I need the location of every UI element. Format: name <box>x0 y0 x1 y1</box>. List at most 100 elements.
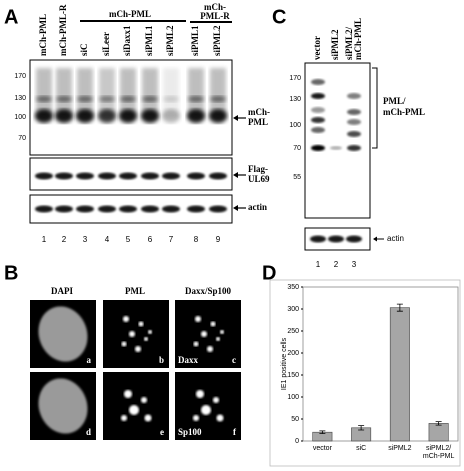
blot-smear <box>99 68 115 118</box>
lane-number: 1 <box>316 260 321 269</box>
blot-label: UL69 <box>248 174 270 184</box>
error-bar <box>319 430 326 434</box>
error-bar <box>396 303 403 312</box>
blot-band <box>76 205 94 213</box>
nuclear-body <box>144 414 152 422</box>
blot-band <box>141 109 159 123</box>
blot-smear <box>77 68 93 118</box>
arrow-head <box>233 172 238 178</box>
nuclear-body <box>129 405 139 415</box>
lane-number: 7 <box>169 235 174 244</box>
nuclear-body <box>201 331 207 337</box>
blot-band <box>187 109 205 123</box>
blot-band <box>328 235 344 243</box>
panel-label: B <box>4 262 18 284</box>
blot-band <box>311 127 325 133</box>
mw-marker: 130 <box>289 96 301 103</box>
panel-letter: b <box>159 355 164 365</box>
blot-smear <box>188 68 204 118</box>
y-tick-label: 0 <box>295 438 299 445</box>
blot-smear <box>36 68 52 118</box>
blot-band <box>210 96 226 102</box>
nuclear-body <box>220 330 224 334</box>
column-header: Daxx/Sp100 <box>185 286 232 296</box>
bracket <box>372 67 378 149</box>
blot-band <box>347 131 361 137</box>
nuclear-body <box>207 346 213 352</box>
nuclear-body <box>124 390 132 398</box>
y-tick-label: 200 <box>287 350 299 357</box>
lane-number: 1 <box>42 235 47 244</box>
plot-area <box>302 286 459 442</box>
group-label: mCh- <box>204 2 226 12</box>
column-header: PML <box>125 286 145 296</box>
blot-band <box>36 96 52 102</box>
blot-band <box>99 96 115 102</box>
group-label: mCh-PML <box>109 9 151 19</box>
lane-number: 3 <box>352 260 357 269</box>
lane-header: siPML1 <box>190 25 200 56</box>
y-tick-label: 150 <box>287 372 299 379</box>
arrow-head <box>373 236 377 242</box>
nuclear-body <box>123 316 129 322</box>
error-bar <box>435 421 442 426</box>
nuclear-body <box>144 337 148 341</box>
lane-number: 5 <box>126 235 131 244</box>
panel-label: A <box>4 6 18 28</box>
blot-smear <box>163 68 179 118</box>
blot-band <box>311 79 325 85</box>
nuclear-body <box>201 405 211 415</box>
group-label: PML-R <box>200 11 230 21</box>
blot-band <box>311 93 325 99</box>
lane-number: 2 <box>62 235 67 244</box>
bar <box>428 423 449 442</box>
blot-band <box>347 93 361 99</box>
blot-label: PML <box>248 117 268 127</box>
lane-header: siC <box>79 43 89 56</box>
mw-marker: 130 <box>14 95 26 102</box>
nuclear-body <box>135 346 141 352</box>
blot-smear <box>210 68 226 118</box>
arrow-head <box>233 115 238 121</box>
lane-number: 2 <box>334 260 339 269</box>
nuclear-body <box>193 341 199 347</box>
blot-band <box>119 205 137 213</box>
blot-band <box>98 172 116 180</box>
blot <box>304 62 371 219</box>
blot-smear <box>142 68 158 118</box>
blot-label: actin <box>248 202 267 212</box>
nucleus <box>38 306 88 362</box>
panel-label: C <box>272 6 286 28</box>
x-tick-label: siPML2/ mCh-PML <box>422 445 455 460</box>
blot-band <box>187 172 205 180</box>
blot-label: Flag- <box>248 164 268 174</box>
x-tick-label: siC <box>356 445 367 452</box>
blot-band <box>98 109 116 123</box>
blot-band <box>98 205 116 213</box>
blot-band <box>347 145 361 151</box>
chart-frame <box>269 279 461 467</box>
blot-band <box>188 96 204 102</box>
lane-header: vector <box>312 36 322 60</box>
blot-band <box>162 109 180 123</box>
blot-band <box>311 117 325 123</box>
blot-band <box>120 96 136 102</box>
panel-letter: c <box>232 355 236 365</box>
nuclear-body <box>129 331 135 337</box>
nuclear-body <box>121 341 127 347</box>
blot-band <box>163 96 179 102</box>
y-axis-label: IE1 positive cells <box>281 337 288 390</box>
column-header: DAPI <box>51 286 73 296</box>
lane-number: 8 <box>194 235 199 244</box>
y-tick-label: 300 <box>287 306 299 313</box>
lane-header: siPML2 <box>165 25 175 56</box>
blot-band <box>187 205 205 213</box>
y-tick-label: 50 <box>291 416 299 423</box>
blot-band <box>311 107 325 113</box>
blot-band <box>76 109 94 123</box>
lane-header: siDaxx1 <box>122 25 132 56</box>
bracket-label: PML/ <box>383 96 406 106</box>
lane-header: mCh-PML <box>38 14 48 56</box>
nuclear-body <box>216 337 220 341</box>
y-tick-label: 350 <box>287 284 299 291</box>
